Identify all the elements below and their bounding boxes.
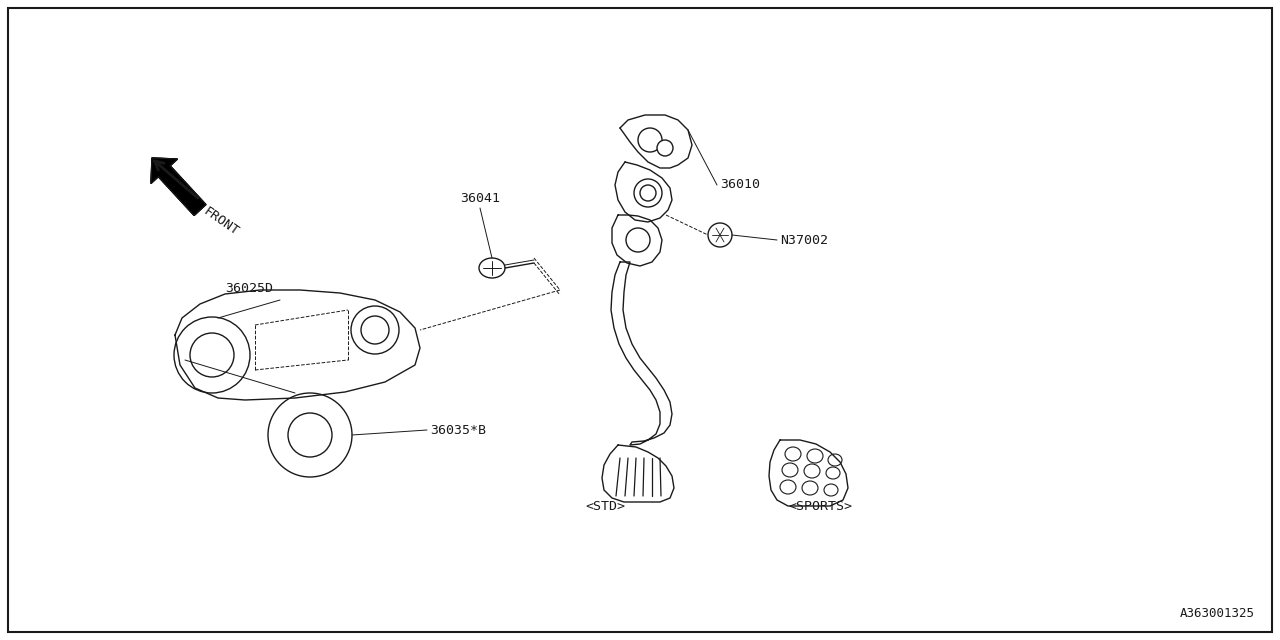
Polygon shape	[620, 115, 692, 168]
Text: 36041: 36041	[460, 192, 500, 205]
Text: 36035*B: 36035*B	[430, 424, 486, 436]
Circle shape	[640, 185, 657, 201]
Polygon shape	[151, 158, 206, 216]
Polygon shape	[175, 290, 420, 400]
Ellipse shape	[804, 464, 820, 478]
Ellipse shape	[824, 484, 838, 496]
Polygon shape	[769, 440, 849, 506]
Text: <STD>: <STD>	[585, 500, 625, 513]
Circle shape	[657, 140, 673, 156]
Circle shape	[634, 179, 662, 207]
Circle shape	[351, 306, 399, 354]
Circle shape	[288, 413, 332, 457]
Text: N37002: N37002	[780, 234, 828, 246]
Text: FRONT: FRONT	[201, 205, 242, 238]
Text: A363001325: A363001325	[1180, 607, 1254, 620]
Circle shape	[637, 128, 662, 152]
Ellipse shape	[826, 467, 840, 479]
Ellipse shape	[806, 449, 823, 463]
Text: 36025D: 36025D	[225, 282, 273, 295]
Ellipse shape	[803, 481, 818, 495]
Circle shape	[174, 317, 250, 393]
Polygon shape	[611, 262, 672, 445]
Ellipse shape	[785, 447, 801, 461]
Ellipse shape	[780, 480, 796, 494]
Text: 36010: 36010	[719, 179, 760, 191]
Circle shape	[268, 393, 352, 477]
Polygon shape	[602, 445, 675, 502]
Ellipse shape	[479, 258, 506, 278]
Ellipse shape	[828, 454, 842, 466]
Circle shape	[708, 223, 732, 247]
Circle shape	[189, 333, 234, 377]
Circle shape	[361, 316, 389, 344]
Polygon shape	[151, 158, 206, 216]
Polygon shape	[614, 162, 672, 222]
Polygon shape	[612, 215, 662, 266]
Circle shape	[626, 228, 650, 252]
Ellipse shape	[782, 463, 797, 477]
Text: <SPORTS>: <SPORTS>	[788, 500, 852, 513]
